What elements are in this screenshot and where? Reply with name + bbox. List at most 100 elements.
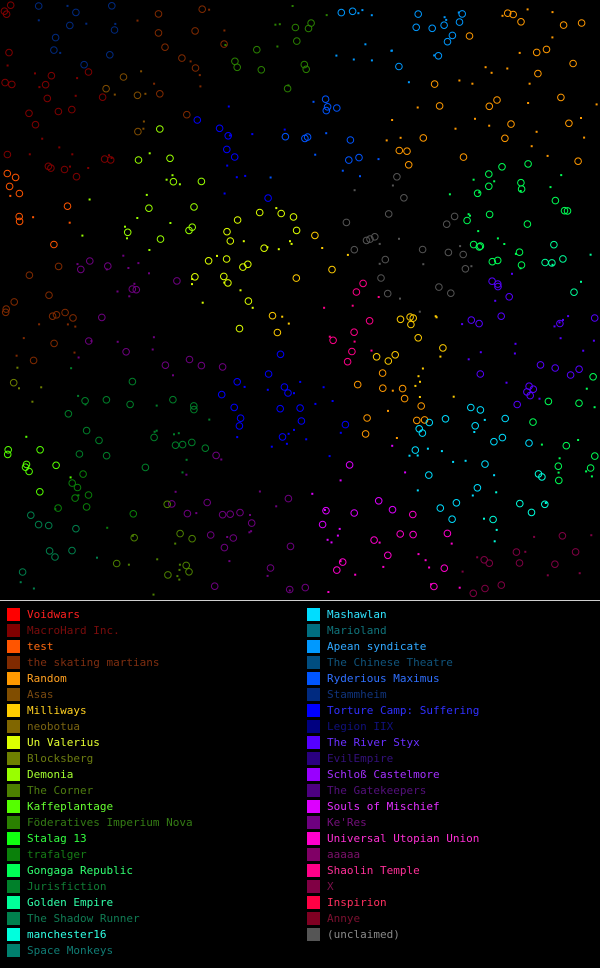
star-marker[interactable] xyxy=(266,574,269,577)
star-marker[interactable] xyxy=(551,263,554,266)
planet-marker[interactable] xyxy=(47,71,56,80)
star-marker[interactable] xyxy=(18,387,20,390)
planet-marker[interactable] xyxy=(557,93,565,102)
planet-marker[interactable] xyxy=(471,422,480,430)
star-marker[interactable] xyxy=(314,402,317,405)
planet-marker[interactable] xyxy=(43,94,52,103)
star-marker[interactable] xyxy=(477,230,480,233)
star-marker[interactable] xyxy=(484,66,487,69)
planet-marker[interactable] xyxy=(9,378,18,387)
star-marker[interactable] xyxy=(106,526,109,529)
planet-marker[interactable] xyxy=(48,312,57,321)
planet-marker[interactable] xyxy=(145,204,153,212)
star-marker[interactable] xyxy=(171,174,174,177)
planet-marker[interactable] xyxy=(257,66,266,74)
planet-marker[interactable] xyxy=(218,510,227,519)
star-marker[interactable] xyxy=(378,242,381,245)
star-marker[interactable] xyxy=(114,22,117,25)
star-marker[interactable] xyxy=(155,429,158,432)
star-marker[interactable] xyxy=(176,575,179,578)
planet-marker[interactable] xyxy=(571,548,580,556)
star-marker[interactable] xyxy=(66,4,69,7)
star-marker[interactable] xyxy=(496,237,499,240)
planet-marker[interactable] xyxy=(440,564,449,573)
star-marker[interactable] xyxy=(185,458,188,461)
star-marker[interactable] xyxy=(450,542,453,545)
star-marker[interactable] xyxy=(421,367,424,370)
planet-marker[interactable] xyxy=(366,235,374,243)
planet-marker[interactable] xyxy=(2,10,11,18)
planet-marker[interactable] xyxy=(559,21,568,29)
planet-marker[interactable] xyxy=(507,120,515,128)
star-marker[interactable] xyxy=(278,23,281,26)
star-marker[interactable] xyxy=(178,568,181,571)
star-marker[interactable] xyxy=(239,289,242,292)
planet-marker[interactable] xyxy=(220,40,228,48)
star-marker[interactable] xyxy=(328,335,331,338)
planet-marker[interactable] xyxy=(283,84,292,93)
star-marker[interactable] xyxy=(122,254,125,257)
star-marker[interactable] xyxy=(223,29,226,32)
star-marker[interactable] xyxy=(336,534,339,537)
planet-marker[interactable] xyxy=(403,147,411,155)
planet-marker[interactable] xyxy=(95,436,103,445)
star-marker[interactable] xyxy=(559,337,562,340)
star-marker[interactable] xyxy=(28,153,31,156)
planet-marker[interactable] xyxy=(123,228,132,237)
planet-marker[interactable] xyxy=(575,365,583,374)
star-marker[interactable] xyxy=(287,432,290,435)
star-marker[interactable] xyxy=(289,240,291,243)
planet-marker[interactable] xyxy=(110,26,119,34)
star-marker[interactable] xyxy=(287,322,290,325)
planet-marker[interactable] xyxy=(590,314,599,322)
planet-marker[interactable] xyxy=(5,48,13,57)
star-marker[interactable] xyxy=(77,494,80,497)
star-marker[interactable] xyxy=(590,534,593,537)
planet-marker[interactable] xyxy=(44,521,53,530)
star-marker[interactable] xyxy=(546,574,549,577)
star-marker[interactable] xyxy=(551,11,554,14)
star-marker[interactable] xyxy=(77,394,80,397)
planet-marker[interactable] xyxy=(503,9,512,17)
planet-marker[interactable] xyxy=(25,109,33,118)
star-marker[interactable] xyxy=(243,385,246,388)
star-marker[interactable] xyxy=(549,186,552,189)
star-marker[interactable] xyxy=(148,152,151,155)
planet-marker[interactable] xyxy=(233,216,242,224)
planet-marker[interactable] xyxy=(517,18,525,26)
planet-marker[interactable] xyxy=(18,568,27,576)
star-marker[interactable] xyxy=(322,386,325,389)
planet-marker[interactable] xyxy=(475,319,483,328)
star-marker[interactable] xyxy=(493,540,496,543)
star-marker[interactable] xyxy=(266,246,269,249)
planet-marker[interactable] xyxy=(409,314,418,322)
star-marker[interactable] xyxy=(269,176,272,179)
star-marker[interactable] xyxy=(181,471,184,474)
planet-marker[interactable] xyxy=(31,120,40,129)
planet-marker[interactable] xyxy=(51,553,59,561)
planet-marker[interactable] xyxy=(292,226,301,235)
planet-marker[interactable] xyxy=(233,63,241,72)
star-marker[interactable] xyxy=(518,51,521,54)
star-marker[interactable] xyxy=(443,16,446,19)
planet-marker[interactable] xyxy=(591,452,599,460)
planet-marker[interactable] xyxy=(322,506,330,515)
planet-marker[interactable] xyxy=(525,382,533,391)
star-marker[interactable] xyxy=(87,167,90,169)
planet-marker[interactable] xyxy=(247,519,256,527)
star-marker[interactable] xyxy=(377,296,380,298)
star-marker[interactable] xyxy=(124,225,126,228)
star-marker[interactable] xyxy=(31,400,34,403)
star-marker[interactable] xyxy=(37,19,40,22)
planet-marker[interactable] xyxy=(450,212,459,221)
planet-marker[interactable] xyxy=(534,69,542,78)
planet-marker[interactable] xyxy=(86,257,94,265)
planet-marker[interactable] xyxy=(128,377,137,386)
planet-marker[interactable] xyxy=(353,380,362,389)
star-marker[interactable] xyxy=(216,254,218,257)
planet-marker[interactable] xyxy=(400,194,408,202)
star-marker[interactable] xyxy=(470,265,473,268)
planet-marker[interactable] xyxy=(338,558,347,566)
planet-marker[interactable] xyxy=(412,23,421,32)
planet-marker[interactable] xyxy=(400,394,409,403)
